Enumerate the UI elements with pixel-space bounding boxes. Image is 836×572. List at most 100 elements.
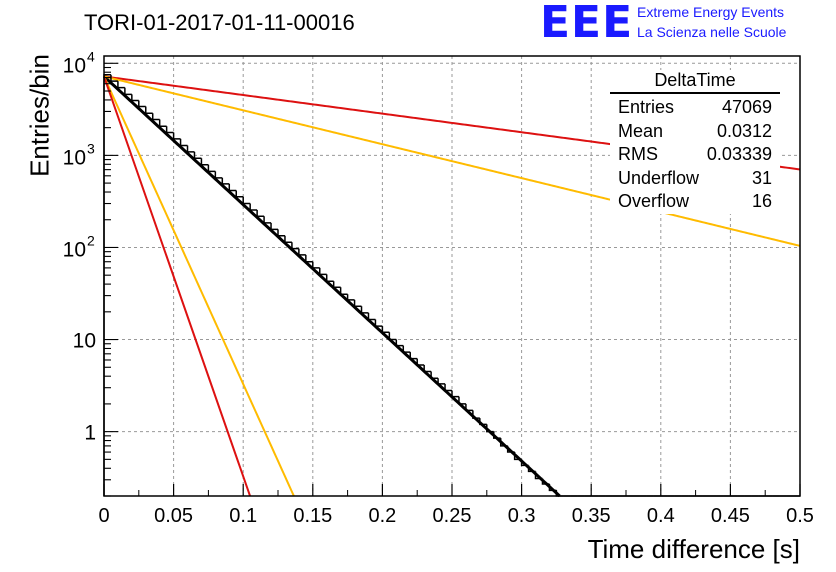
histogram-bin bbox=[110, 74, 118, 82]
histogram-bin bbox=[221, 177, 230, 185]
histogram-bin bbox=[325, 274, 334, 282]
histogram-bin bbox=[305, 254, 313, 263]
histogram-bin bbox=[451, 390, 459, 398]
fit-line-0 bbox=[102, 75, 561, 498]
fit-line-4 bbox=[103, 76, 251, 497]
stat-label: RMS bbox=[618, 144, 658, 164]
stat-row-underflow: Underflow 31 bbox=[610, 167, 780, 191]
histogram-bin bbox=[374, 319, 383, 327]
histogram-bin bbox=[339, 287, 348, 296]
x-tick-label: 0.2 bbox=[368, 505, 396, 527]
stat-value: 31 bbox=[751, 167, 772, 188]
histogram-bin bbox=[103, 74, 111, 496]
x-tick-label: 0.3 bbox=[508, 505, 536, 527]
histogram-bin bbox=[131, 94, 139, 102]
histogram-bin bbox=[423, 364, 432, 373]
histogram-bin bbox=[346, 294, 355, 301]
histogram-bin bbox=[513, 452, 522, 461]
histogram-bin bbox=[235, 190, 244, 198]
histogram-bin bbox=[479, 418, 487, 426]
y-tick-label: 10 bbox=[63, 54, 86, 77]
stat-label: Entries bbox=[618, 97, 675, 117]
histogram-bin bbox=[416, 358, 425, 366]
y-tick-exponent: 3 bbox=[87, 140, 95, 156]
stats-title: DeltaTime bbox=[610, 70, 780, 94]
histogram-bin bbox=[214, 171, 223, 179]
x-tick-label: 0.4 bbox=[647, 505, 675, 527]
histogram-bin bbox=[360, 306, 369, 314]
y-tick-label: 10 bbox=[63, 238, 86, 261]
histogram-bin bbox=[151, 113, 160, 121]
stat-value: 0.0312 bbox=[716, 120, 772, 141]
x-tick-label: 0.05 bbox=[154, 505, 193, 527]
histogram-bin bbox=[402, 345, 411, 353]
stat-label: Overflow bbox=[618, 191, 690, 211]
x-tick-label: 0 bbox=[98, 505, 109, 527]
x-tick-label: 0.25 bbox=[433, 505, 472, 527]
stat-value: 47069 bbox=[721, 97, 772, 117]
histogram-bin bbox=[527, 465, 536, 473]
histogram-bin bbox=[548, 484, 557, 492]
histogram-bin bbox=[332, 281, 341, 288]
logo-line-2: La Scienza nelle Scuole bbox=[637, 24, 787, 40]
x-tick-label: 0.1 bbox=[229, 505, 257, 527]
histogram-bin bbox=[124, 87, 132, 96]
histogram-bin bbox=[284, 235, 292, 243]
histogram-bin bbox=[200, 158, 209, 166]
histogram-bin bbox=[186, 145, 195, 153]
histogram-bin bbox=[541, 478, 550, 485]
histogram-bin bbox=[499, 438, 508, 447]
x-tick-label: 0.15 bbox=[293, 505, 332, 527]
histogram-bin bbox=[249, 203, 258, 211]
chart-title: TORI-01-2017-01-11-00016 bbox=[84, 10, 355, 35]
histogram-bin bbox=[312, 261, 320, 269]
histogram-bin bbox=[277, 229, 285, 237]
stat-row-entries: Entries 47069 bbox=[610, 96, 780, 120]
histogram-bin bbox=[298, 248, 306, 256]
stat-row-mean: Mean 0.0312 bbox=[610, 120, 780, 144]
histogram-bin bbox=[207, 164, 216, 173]
x-tick-label: 0.35 bbox=[572, 505, 611, 527]
y-tick-exponent: 4 bbox=[87, 48, 95, 64]
x-axis-label: Time difference [s] bbox=[587, 534, 800, 564]
histogram-bin bbox=[388, 332, 397, 341]
eee-logo: EEE bbox=[540, 0, 634, 48]
x-tick-label: 0.45 bbox=[711, 505, 750, 527]
histogram-bin bbox=[263, 216, 272, 224]
histogram-bin bbox=[256, 210, 265, 218]
histogram-bin bbox=[367, 312, 376, 321]
histogram-bin bbox=[270, 222, 278, 231]
histogram-bin bbox=[520, 459, 529, 467]
histogram-bin bbox=[228, 183, 237, 192]
y-tick-label: 10 bbox=[73, 330, 96, 353]
fit-line-3 bbox=[103, 76, 295, 497]
histogram-bin bbox=[493, 431, 501, 439]
histogram-bin bbox=[506, 445, 515, 453]
stat-label: Mean bbox=[618, 120, 664, 141]
histogram-bin bbox=[138, 100, 146, 108]
y-tick-label: 10 bbox=[63, 146, 86, 169]
fit-line-2 bbox=[103, 75, 801, 247]
histogram-bin bbox=[430, 371, 439, 379]
histogram-bin bbox=[291, 242, 299, 250]
histogram-bin bbox=[242, 196, 251, 205]
x-axis-ticks: 0 0.05 0.1 0.15 0.2 0.25 0.3 0.35 0.4 0.45 0.5 bbox=[98, 484, 814, 527]
histogram-bin bbox=[486, 424, 494, 433]
histogram-bin bbox=[145, 106, 153, 114]
y-axis-label: Entries/bin bbox=[24, 54, 55, 177]
histogram-bin bbox=[409, 352, 418, 360]
histogram-bin bbox=[319, 267, 327, 276]
logo-line-1: Extreme Energy Events bbox=[637, 4, 785, 20]
histogram-bin bbox=[353, 299, 362, 307]
x-tick-label: 0.5 bbox=[786, 505, 814, 527]
histogram-bin bbox=[381, 326, 390, 334]
histogram-bin bbox=[158, 119, 167, 128]
histogram-bin bbox=[165, 126, 174, 134]
y-tick-exponent: 2 bbox=[87, 232, 95, 248]
y-tick-label: 1 bbox=[84, 422, 96, 445]
histogram-bin bbox=[458, 396, 466, 405]
stat-row-overflow: Overflow 16 bbox=[610, 190, 780, 214]
histogram-bin bbox=[172, 132, 181, 140]
stat-label: Underflow bbox=[618, 167, 700, 188]
